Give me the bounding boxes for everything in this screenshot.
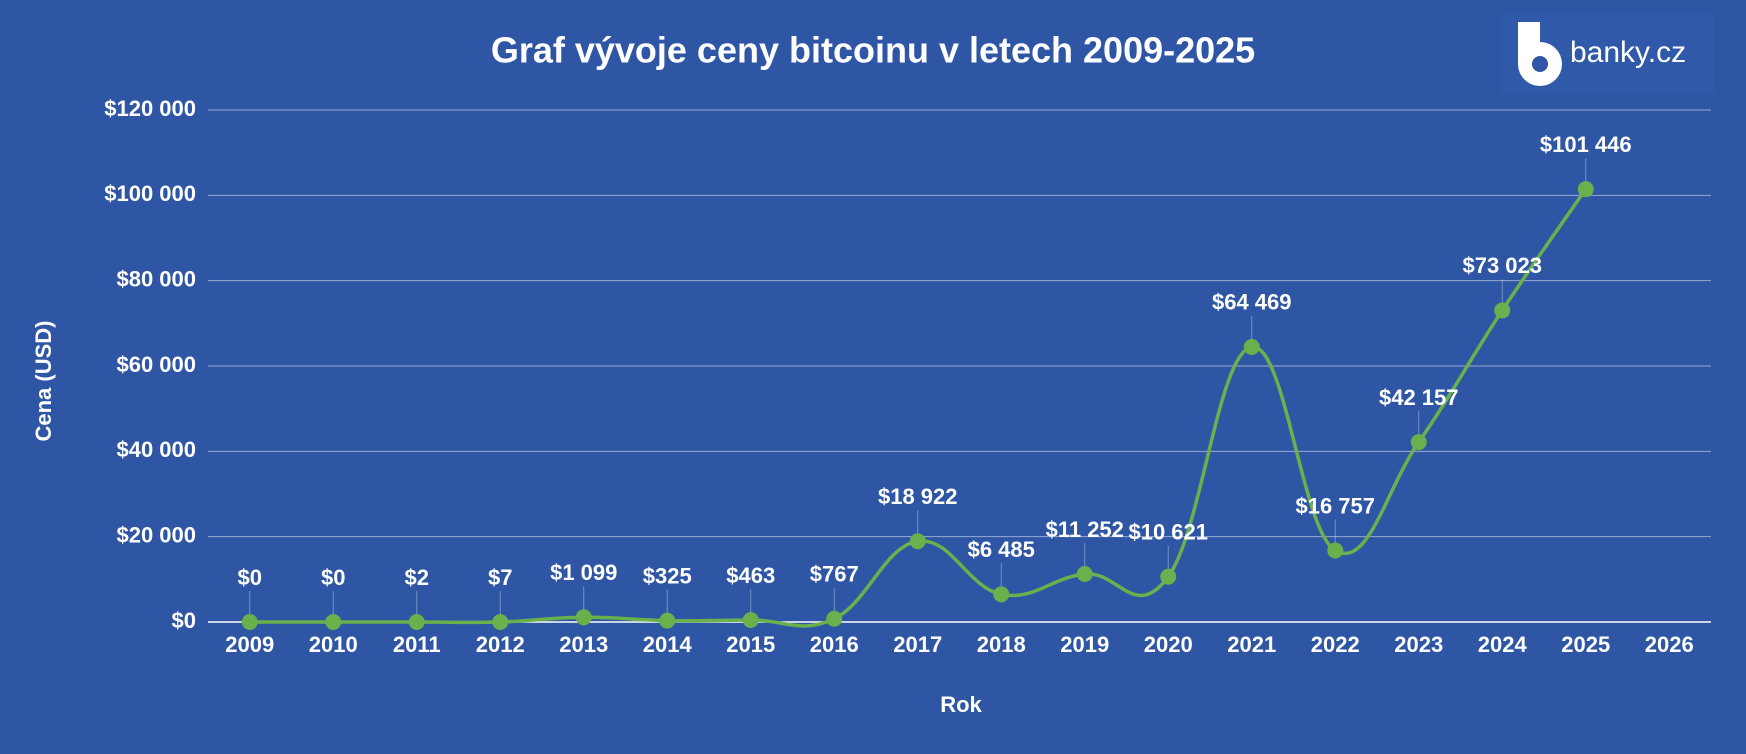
x-tick-label: 2019 bbox=[1060, 632, 1109, 657]
data-label: $16 757 bbox=[1295, 493, 1375, 518]
x-tick-label: 2015 bbox=[726, 632, 775, 657]
point bbox=[659, 612, 676, 629]
data-label: $463 bbox=[726, 563, 775, 588]
point bbox=[325, 614, 342, 630]
x-axis-label: Rok bbox=[940, 692, 982, 717]
point bbox=[575, 609, 592, 626]
data-label: $325 bbox=[643, 563, 692, 588]
y-tick-label: $20 000 bbox=[116, 522, 196, 547]
point bbox=[1327, 542, 1344, 559]
y-tick-label: $40 000 bbox=[116, 437, 196, 462]
data-label: $11 252 bbox=[1046, 517, 1124, 542]
logo-icon-hole bbox=[1532, 56, 1548, 72]
point bbox=[993, 586, 1010, 603]
data-label: $73 023 bbox=[1462, 253, 1542, 278]
y-tick-label: $120 000 bbox=[104, 96, 196, 121]
point bbox=[1577, 181, 1594, 198]
point bbox=[826, 610, 843, 627]
data-label: $2 bbox=[405, 565, 429, 590]
point bbox=[1076, 565, 1093, 582]
point bbox=[408, 613, 425, 630]
x-tick-label: 2021 bbox=[1227, 632, 1276, 657]
logo-text: banky.cz bbox=[1570, 36, 1686, 69]
y-tick-label: $60 000 bbox=[116, 352, 196, 377]
logo-icon bbox=[1518, 22, 1562, 86]
x-tick-label: 2020 bbox=[1144, 632, 1193, 657]
x-tick-label: 2009 bbox=[225, 632, 274, 657]
x-tick-label: 2011 bbox=[393, 632, 441, 657]
y-tick-label: $0 bbox=[172, 608, 196, 633]
x-tick-label: 2013 bbox=[559, 632, 608, 657]
point bbox=[1410, 434, 1427, 451]
point bbox=[241, 614, 258, 630]
data-label: $0 bbox=[321, 565, 345, 590]
y-axis-label: Cena (USD) bbox=[31, 320, 56, 441]
point bbox=[1160, 568, 1177, 585]
data-label: $10 621 bbox=[1128, 519, 1208, 544]
data-label: $101 446 bbox=[1540, 132, 1632, 157]
y-tick-label: $80 000 bbox=[116, 266, 196, 291]
data-label: $0 bbox=[238, 565, 262, 590]
data-label: $18 922 bbox=[878, 484, 958, 509]
data-label: $767 bbox=[810, 562, 859, 587]
x-tick-label: 2014 bbox=[643, 632, 693, 657]
x-tick-label: 2016 bbox=[810, 632, 859, 657]
x-tick-label: 2010 bbox=[309, 632, 358, 657]
x-tick-label: 2018 bbox=[977, 632, 1026, 657]
point bbox=[1494, 302, 1511, 319]
point bbox=[742, 612, 759, 629]
x-tick-label: 2023 bbox=[1394, 632, 1443, 657]
point bbox=[1243, 338, 1260, 355]
data-label: $6 485 bbox=[968, 537, 1035, 562]
point bbox=[492, 613, 509, 630]
chart-title: Graf vývoje ceny bitcoinu v letech 2009-… bbox=[491, 30, 1255, 71]
x-tick-label: 2017 bbox=[893, 632, 942, 657]
x-tick-label: 2024 bbox=[1478, 632, 1528, 657]
x-tick-label: 2022 bbox=[1311, 632, 1360, 657]
data-label: $42 157 bbox=[1379, 385, 1459, 410]
x-tick-label: 2026 bbox=[1645, 632, 1694, 657]
x-tick-label: 2012 bbox=[476, 632, 525, 657]
point bbox=[909, 533, 926, 550]
y-tick-label: $100 000 bbox=[104, 181, 196, 206]
data-label: $1 099 bbox=[550, 560, 617, 585]
data-label: $64 469 bbox=[1212, 290, 1292, 315]
x-tick-label: 2025 bbox=[1561, 632, 1610, 657]
data-label: $7 bbox=[488, 565, 512, 590]
